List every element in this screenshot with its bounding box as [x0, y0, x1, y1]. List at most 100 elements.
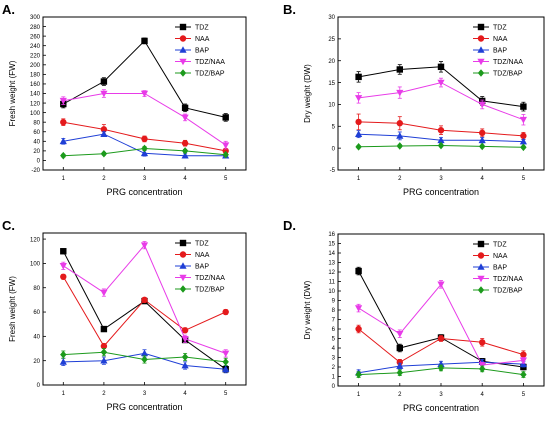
data-point [437, 141, 445, 150]
y-tick-label: 5 [332, 337, 336, 343]
data-point [355, 95, 363, 102]
data-point [141, 135, 148, 143]
x-tick-label: 3 [143, 176, 147, 182]
chart-panel-b: B. -5 0 5 10 15 20 25 30 1 2 3 4 5 PRG concentration Dr… [283, 2, 545, 197]
data-point [141, 37, 148, 45]
x-tick-label: 3 [439, 176, 443, 182]
x-tick-label: 1 [357, 176, 361, 182]
y-tick-label: 15 [328, 242, 335, 248]
y-tick-label: 3 [332, 356, 336, 362]
series-line [358, 82, 524, 121]
y-tick-label: 300 [30, 15, 41, 21]
y-axis-label: Fresh weight (FW) [8, 276, 17, 342]
data-point [222, 150, 229, 159]
data-point [100, 149, 108, 158]
data-point [479, 129, 486, 137]
legend-entry-tdz: TDZ [473, 240, 507, 249]
legend-marker [179, 35, 187, 42]
data-point [437, 63, 445, 71]
x-tick-label: 5 [224, 176, 228, 182]
data-point [222, 142, 230, 149]
y-tick-label: 120 [30, 101, 41, 107]
x-tick-label: 5 [224, 391, 228, 397]
series-tdz-bap [355, 364, 527, 379]
x-tick-label: 1 [357, 392, 361, 398]
data-point [437, 335, 445, 342]
data-point [222, 308, 229, 316]
y-tick-label: 13 [328, 261, 335, 267]
legend-label: BAP [195, 48, 209, 55]
legend-entry-tdz: TDZ [473, 23, 507, 32]
legend-marker [179, 46, 187, 53]
y-tick-label: 16 [328, 232, 335, 238]
x-tick-label: 1 [62, 391, 66, 397]
x-tick-label: 3 [439, 392, 443, 398]
legend-marker [477, 69, 485, 77]
panel-label: B. [283, 2, 296, 17]
legend-entry-bap: BAP [473, 46, 507, 55]
legend-label: TDZ/BAP [493, 288, 523, 295]
y-tick-label: 14 [328, 251, 335, 257]
legend-label: TDZ/NAA [493, 276, 523, 283]
data-point [520, 143, 527, 152]
data-point [59, 263, 67, 270]
series-line [358, 328, 524, 363]
data-point [141, 296, 148, 304]
data-point [181, 335, 189, 343]
legend-label: BAP [493, 265, 507, 272]
y-tick-label: 0 [37, 383, 41, 389]
legend-marker [477, 286, 485, 294]
y-tick-label: 20 [328, 59, 335, 65]
legend-marker [179, 274, 187, 282]
data-point [355, 370, 362, 379]
legend-marker [179, 69, 187, 77]
y-tick-label: 4 [332, 346, 336, 352]
x-axis-label: PRG concentration [403, 403, 479, 413]
legend-marker [477, 58, 485, 66]
legend-label: TDZ/NAA [195, 59, 225, 66]
legend-entry-bap: BAP [473, 263, 507, 272]
data-point [355, 73, 362, 81]
chart-panel-c: C. 0 20 40 60 80 100 120 1 2 3 4 5 PRG concentration F… [2, 218, 247, 412]
data-point [355, 118, 362, 126]
data-point [60, 273, 67, 280]
legend-label: TDZ/BAP [195, 71, 225, 78]
data-point [520, 103, 527, 110]
legend-entry-naa: NAA [473, 35, 508, 43]
data-point [396, 120, 403, 127]
data-point [141, 355, 148, 364]
data-point [396, 142, 403, 150]
legend-label: BAP [493, 48, 507, 55]
legend-entry-naa: NAA [473, 252, 508, 260]
y-tick-label: 0 [332, 146, 336, 152]
legend-label: NAA [195, 36, 210, 43]
legend-marker [477, 35, 485, 42]
data-point [181, 353, 189, 361]
data-point [100, 90, 108, 98]
data-point [520, 351, 527, 358]
data-point [181, 104, 189, 112]
legend: TDZ NAA BAP TDZ/NAA TDZ/BAP [471, 20, 541, 84]
legend-entry-tdz-bap: TDZ/BAP [473, 69, 523, 78]
data-point [100, 126, 108, 133]
y-tick-label: -5 [330, 168, 336, 174]
panel-label: A. [2, 2, 15, 17]
data-point [140, 349, 149, 357]
data-point [59, 97, 67, 105]
data-point [181, 114, 189, 122]
data-point [222, 114, 229, 121]
y-axis-label: Fresh weight (FW) [8, 60, 17, 126]
legend-label: TDZ/BAP [195, 287, 225, 294]
y-tick-label: 200 [30, 63, 41, 69]
y-tick-label: 10 [328, 103, 335, 109]
y-tick-label: 40 [33, 335, 40, 341]
y-tick-label: 2 [332, 365, 336, 371]
data-point [181, 147, 189, 155]
legend-label: TDZ/NAA [195, 275, 225, 282]
data-point [100, 325, 108, 333]
y-tick-label: 80 [33, 286, 40, 292]
data-point [479, 142, 486, 151]
legend-marker [477, 46, 485, 53]
